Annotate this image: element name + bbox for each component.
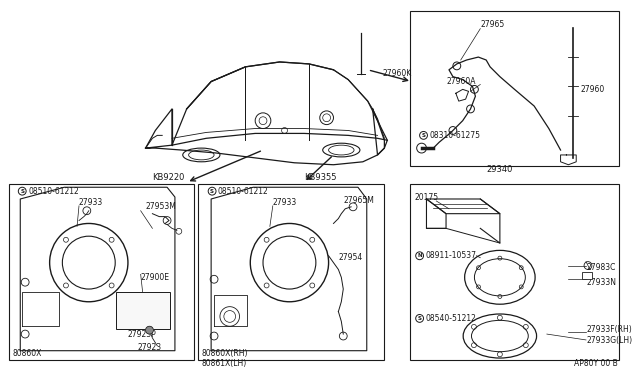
Text: 20175: 20175 (415, 193, 439, 202)
Text: 27954: 27954 (339, 253, 363, 262)
Text: 27933: 27933 (273, 198, 297, 208)
Circle shape (145, 326, 154, 334)
Text: 27960: 27960 (580, 85, 604, 94)
Text: N: N (417, 253, 422, 258)
Bar (8, 184, 193, 360)
Text: AP80Y 00 B: AP80Y 00 B (573, 359, 618, 368)
Text: 27965M: 27965M (343, 196, 374, 205)
Text: 27965: 27965 (480, 20, 504, 29)
Text: 27933N: 27933N (586, 278, 616, 287)
Text: 08310-61275: 08310-61275 (429, 131, 481, 140)
Text: 27923P: 27923P (128, 330, 157, 339)
Text: 08911-10537: 08911-10537 (426, 251, 477, 260)
Text: 27933F(RH): 27933F(RH) (586, 325, 632, 334)
Text: 27953M: 27953M (145, 202, 177, 211)
Bar (410, 11, 620, 166)
Text: 29340: 29340 (486, 165, 513, 174)
Text: 08540-51212: 08540-51212 (426, 314, 476, 323)
Text: 80861X(LH): 80861X(LH) (202, 359, 246, 368)
Text: 27933G(LH): 27933G(LH) (586, 336, 632, 346)
Text: KB9220: KB9220 (152, 173, 185, 182)
Text: 08510-61212: 08510-61212 (218, 187, 269, 196)
Text: S: S (20, 189, 24, 194)
Bar (410, 184, 620, 360)
Text: S: S (422, 133, 426, 138)
Text: KB9355: KB9355 (304, 173, 337, 182)
Text: 27923: 27923 (138, 343, 162, 352)
Text: 27900E: 27900E (141, 273, 170, 282)
Text: 80860X(RH): 80860X(RH) (202, 349, 248, 358)
Bar (116, 292, 170, 329)
Text: 27933: 27933 (79, 198, 103, 208)
Text: 27960A: 27960A (446, 77, 476, 86)
Text: 27960K: 27960K (383, 69, 412, 78)
Text: 08510-61212: 08510-61212 (28, 187, 79, 196)
Text: S: S (418, 316, 422, 321)
Bar (198, 184, 385, 360)
Text: 80860X: 80860X (12, 349, 42, 358)
Text: S: S (210, 189, 214, 194)
Text: 27983C: 27983C (586, 263, 616, 272)
Bar (582, 272, 592, 279)
